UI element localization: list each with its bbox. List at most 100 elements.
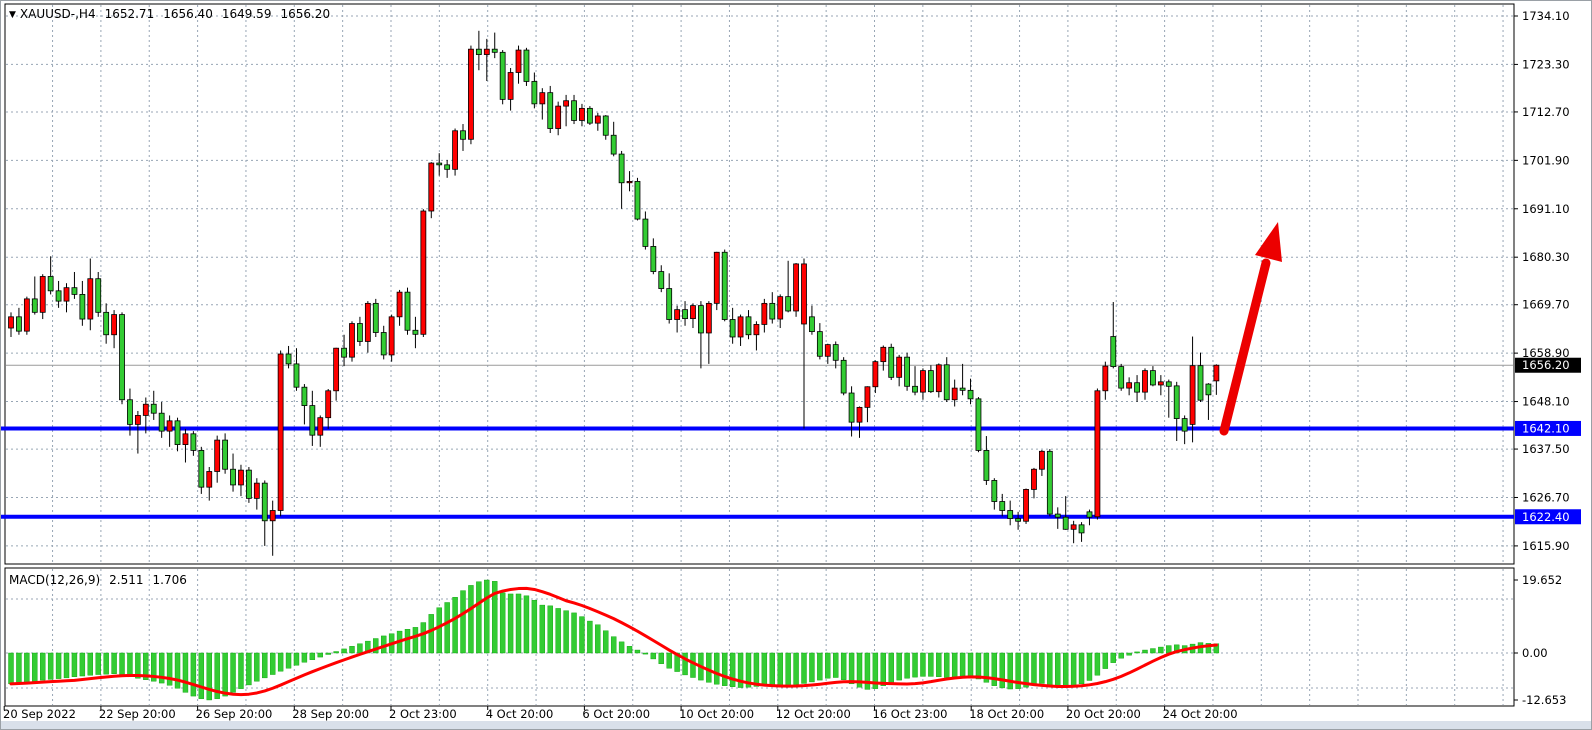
- macd-bar: [563, 610, 569, 654]
- candle-body-down: [1110, 336, 1117, 367]
- candle-body-down: [47, 276, 54, 292]
- candle-body-down: [586, 107, 593, 124]
- macd-bar: [523, 595, 530, 654]
- candle-body-up: [1023, 489, 1029, 522]
- macd-bar: [555, 608, 561, 654]
- candle-body-down: [785, 296, 792, 312]
- candle-body-down: [959, 387, 966, 391]
- candle-body-down: [745, 316, 752, 336]
- candlesticks[interactable]: [8, 30, 1220, 556]
- candle-body-down: [1062, 516, 1069, 530]
- macd-bar: [1070, 652, 1077, 686]
- macd-bar: [1118, 652, 1124, 659]
- candle-body-up: [555, 105, 562, 129]
- candle-body-up: [142, 403, 149, 416]
- candle-body-down: [658, 271, 665, 289]
- macd-bar: [991, 652, 998, 686]
- time-tick-label: 20 Oct 20:00: [1066, 707, 1141, 721]
- macd-bar: [722, 652, 728, 686]
- macd-bar: [618, 641, 625, 654]
- macd-bar: [666, 652, 672, 669]
- macd-bar: [79, 652, 86, 677]
- macd-bar: [47, 652, 54, 680]
- macd-bar: [1102, 652, 1109, 669]
- candle-body-down: [198, 450, 205, 488]
- price-tick-label: 1658.90: [1522, 346, 1570, 360]
- time-tick-label: 2 Oct 23:00: [389, 707, 457, 721]
- time-tick-label: 18 Oct 20:00: [969, 707, 1044, 721]
- candle-body-down: [16, 316, 22, 332]
- candle-body-up: [737, 316, 744, 338]
- candle-body-up: [705, 302, 712, 334]
- macd-bar: [959, 652, 966, 677]
- candle-body-up: [388, 316, 395, 356]
- macd-bar: [785, 652, 791, 686]
- macd-bar: [642, 652, 649, 655]
- macd-bar: [531, 600, 538, 654]
- macd-bar: [190, 652, 197, 697]
- candle-body-down: [904, 356, 910, 387]
- candle-body-down: [341, 347, 347, 358]
- candle-body-up: [39, 276, 46, 313]
- macd-bar: [325, 652, 331, 655]
- candle-body-down: [666, 288, 673, 320]
- macd-bar: [1007, 652, 1013, 690]
- macd-bar: [983, 652, 990, 683]
- chevron-down-icon[interactable]: ▼: [9, 10, 16, 20]
- macd-bar: [999, 652, 1005, 689]
- macd-bar: [1062, 652, 1069, 687]
- time-tick-label: 28 Sep 20:00: [292, 707, 369, 721]
- macd-bar: [32, 652, 38, 682]
- macd-bar: [967, 652, 974, 677]
- candle-body-down: [769, 302, 776, 320]
- macd-bar: [103, 652, 109, 675]
- candle-body-down: [523, 49, 530, 82]
- candle-body-up: [1070, 524, 1077, 530]
- price-tick-label: 1637.50: [1522, 442, 1570, 456]
- candle-body-down: [357, 323, 363, 342]
- candle-body-up: [428, 162, 435, 212]
- time-tick-label: 6 Oct 20:00: [582, 707, 650, 721]
- macd-bar: [293, 652, 300, 666]
- price-badge-text: 1656.20: [1522, 358, 1570, 372]
- macd-bar: [515, 593, 522, 654]
- quote-high: 1656.40: [163, 7, 213, 21]
- macd-bar: [928, 652, 934, 677]
- candle-body-up: [23, 298, 30, 332]
- time-axis[interactable]: 20 Sep 2022 22 Sep 20:00 26 Sep 20:00 28 Se…: [3, 706, 1238, 721]
- macd-tick-label: -12.653: [1522, 693, 1566, 707]
- macd-bar: [880, 652, 886, 686]
- macd-bar: [825, 652, 831, 679]
- trend-arrow-annotation[interactable]: [1219, 222, 1282, 436]
- macd-bar: [1031, 652, 1037, 686]
- candle-body-up: [753, 324, 760, 336]
- macd-bar: [1078, 652, 1085, 685]
- candle-body-up: [396, 291, 403, 318]
- macd-bar: [40, 652, 46, 681]
- candle-body-up: [182, 433, 189, 445]
- candle-body-up: [1126, 382, 1133, 389]
- macd-bar: [706, 652, 712, 683]
- macd-bar: [476, 581, 482, 654]
- macd-tick-label: 19.652: [1522, 573, 1562, 587]
- quote-open: 1652.71: [104, 7, 155, 21]
- candle-body-down: [650, 246, 657, 272]
- macd-bar: [254, 652, 260, 682]
- macd-bar: [761, 652, 768, 686]
- macd-bar: [71, 652, 78, 677]
- candle-body-up: [690, 305, 696, 320]
- price-axis[interactable]: 1734.10 1723.30 1712.70 1701.90 1691.10 1680.…: [1514, 9, 1570, 707]
- candle-body-up: [349, 323, 355, 358]
- macd-bar: [817, 652, 823, 681]
- macd-bar: [444, 602, 450, 654]
- candle-body-down: [1086, 511, 1093, 518]
- candle-body-down: [912, 385, 918, 393]
- candle-body-up: [563, 100, 569, 107]
- candle-body-down: [634, 181, 641, 220]
- macd-bar: [468, 585, 474, 654]
- macd-bar: [737, 652, 744, 688]
- macd-bar: [856, 652, 863, 688]
- candle-body-down: [888, 346, 895, 378]
- candle-body-down: [230, 468, 236, 486]
